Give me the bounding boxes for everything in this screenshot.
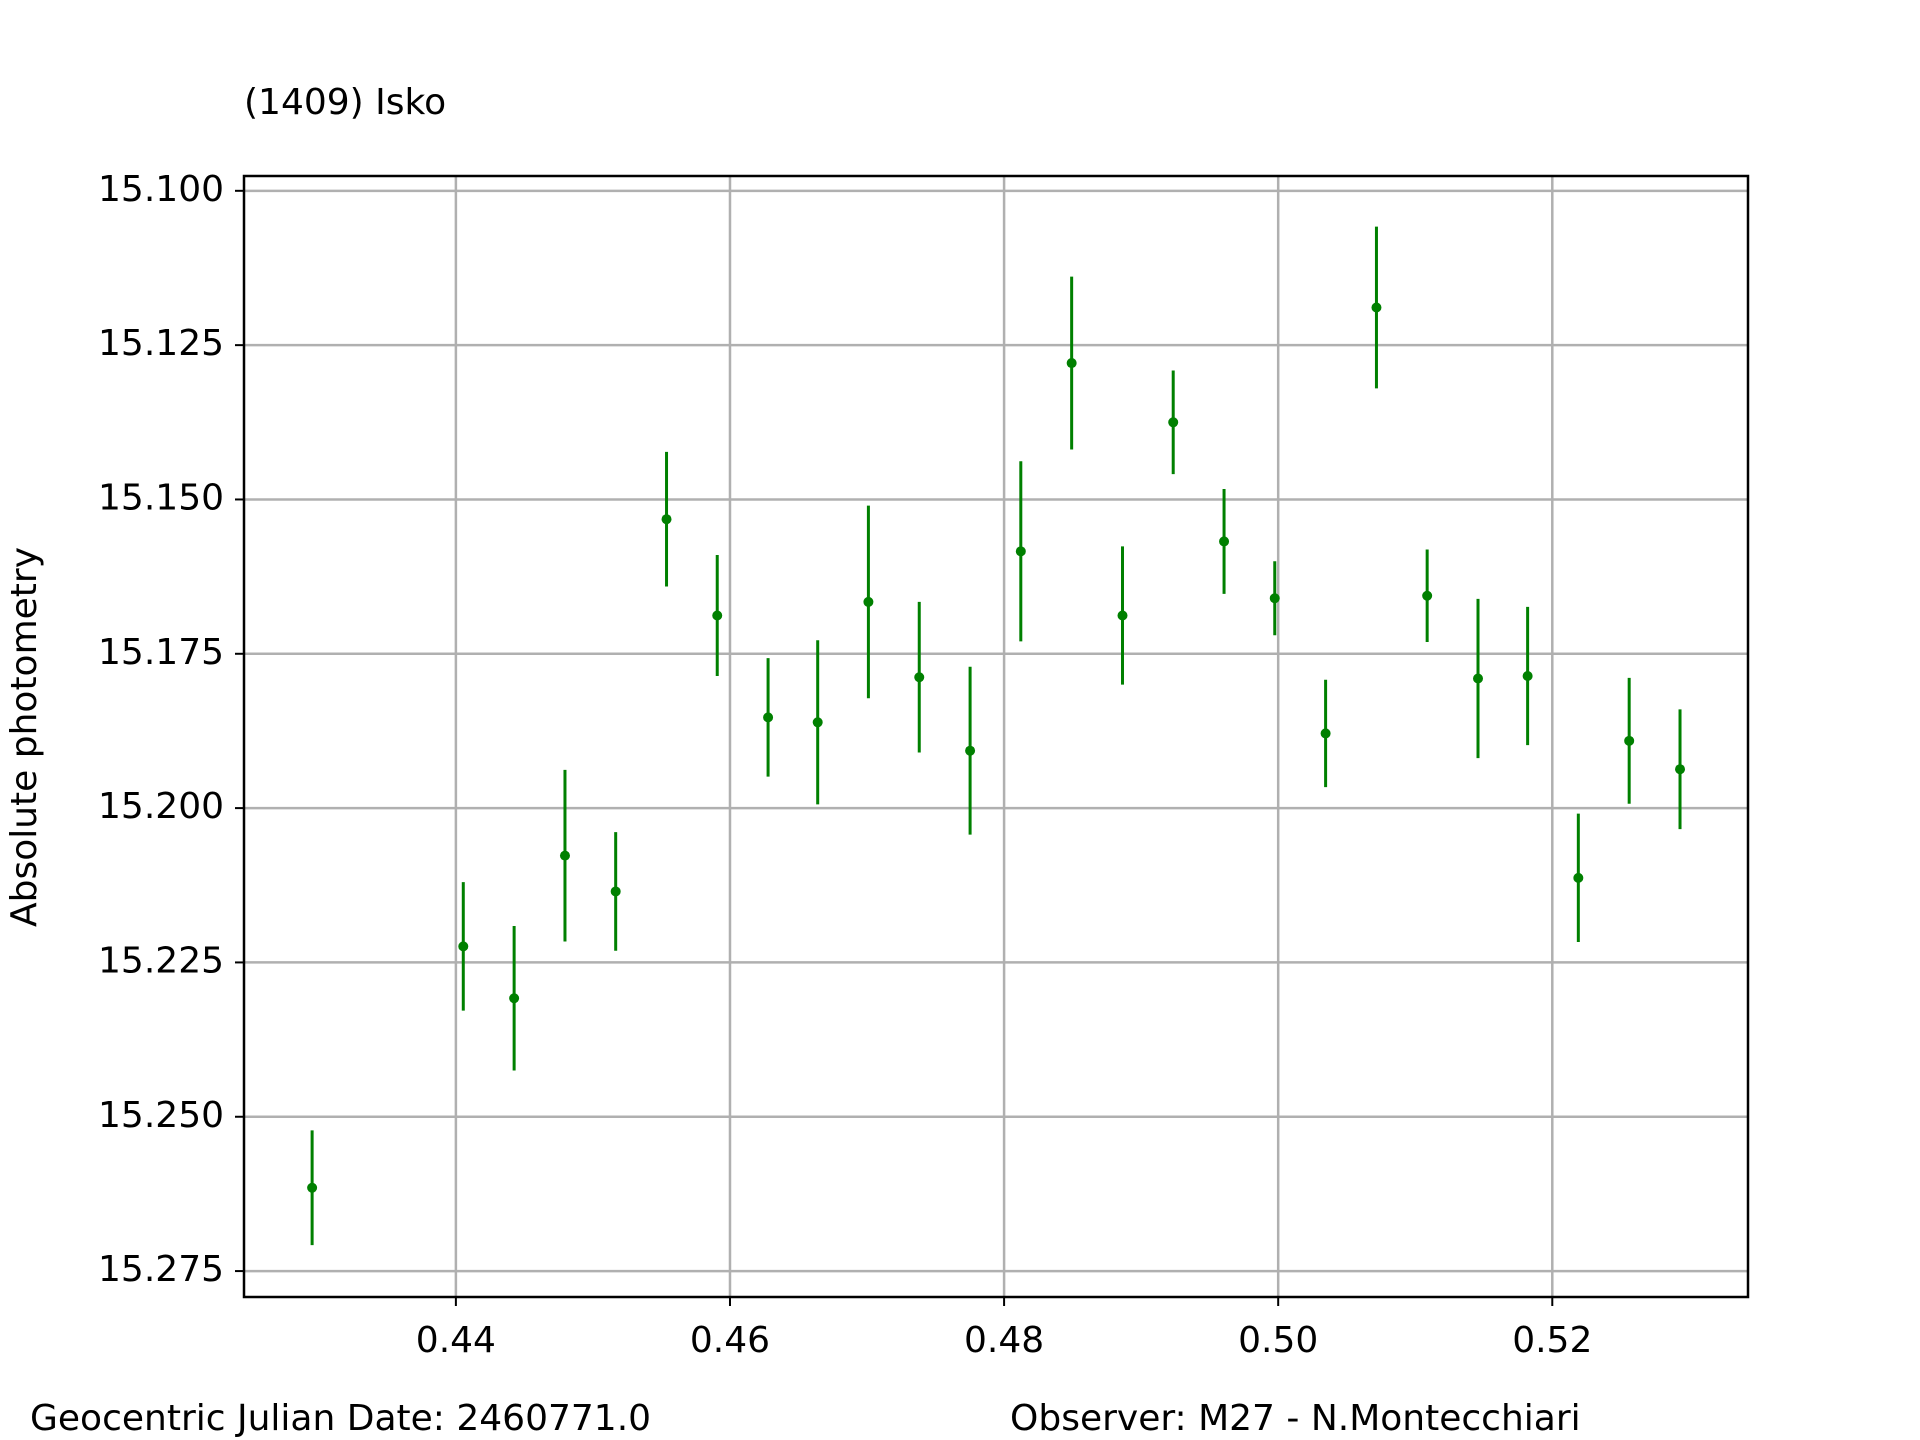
data-point	[1269, 593, 1280, 604]
data-point	[661, 514, 672, 525]
data-point	[712, 610, 723, 621]
y-tick-label: 15.125	[98, 323, 224, 364]
data-point	[1573, 872, 1584, 883]
data-point	[610, 886, 621, 897]
data-point	[559, 850, 570, 861]
data-point	[1117, 610, 1128, 621]
data-point	[1066, 358, 1077, 369]
data-point	[763, 712, 774, 723]
y-tick-label: 15.275	[98, 1249, 224, 1290]
data-point	[1320, 728, 1331, 739]
plot-frame	[242, 174, 1750, 1299]
y-tick-label: 15.250	[98, 1095, 224, 1136]
x-tick-label: 0.46	[690, 1320, 770, 1361]
data-point	[1371, 302, 1382, 313]
data-point	[307, 1182, 318, 1193]
y-tick-label: 15.225	[98, 940, 224, 981]
y-axis-label: Absolute photometry	[4, 547, 45, 927]
chart-title: (1409) Isko	[244, 82, 446, 123]
data-point	[863, 596, 874, 607]
data-point	[1422, 590, 1433, 601]
footer-right: Observer: M27 - N.Montecchiari	[1010, 1398, 1581, 1439]
y-tick-label: 15.200	[98, 786, 224, 827]
x-tick-label: 0.44	[416, 1320, 496, 1361]
y-tick-label: 15.150	[98, 477, 224, 518]
data-point	[1473, 673, 1484, 684]
data-point	[1675, 764, 1686, 775]
footer-left: Geocentric Julian Date: 2460771.0	[30, 1398, 651, 1439]
data-point	[1219, 536, 1230, 547]
y-tick-label: 15.100	[98, 169, 224, 210]
data-point	[1522, 671, 1533, 682]
data-point	[1168, 417, 1179, 428]
y-tick-label: 15.175	[98, 632, 224, 673]
data-point	[812, 717, 823, 728]
x-tick-label: 0.50	[1238, 1320, 1318, 1361]
data-point	[914, 672, 925, 683]
data-point	[1624, 735, 1635, 746]
data-point	[1015, 546, 1026, 557]
data-point	[965, 745, 976, 756]
data-point	[458, 941, 469, 952]
data-point	[509, 993, 520, 1004]
x-tick-label: 0.48	[964, 1320, 1044, 1361]
x-tick-label: 0.52	[1512, 1320, 1592, 1361]
